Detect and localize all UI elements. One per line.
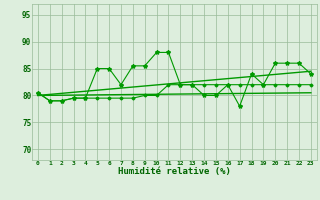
X-axis label: Humidité relative (%): Humidité relative (%) (118, 167, 231, 176)
